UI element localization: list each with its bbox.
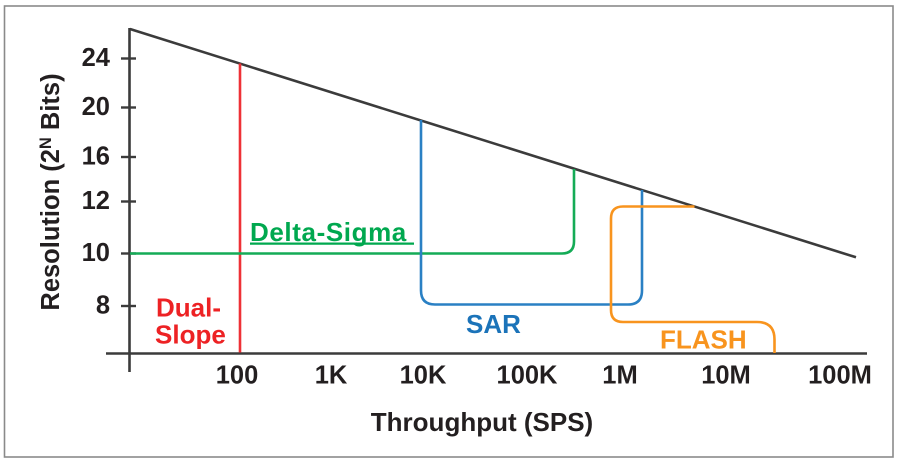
svg-text:10M: 10M <box>701 362 751 390</box>
svg-text:SAR: SAR <box>466 309 521 339</box>
svg-text:100K: 100K <box>497 362 559 390</box>
svg-text:Delta-Sigma: Delta-Sigma <box>250 217 407 247</box>
svg-text:16: 16 <box>82 143 110 171</box>
svg-text:10: 10 <box>82 239 110 267</box>
svg-text:Resolution (2N Bits): Resolution (2N Bits) <box>37 73 65 310</box>
svg-text:FLASH: FLASH <box>660 324 747 354</box>
svg-text:Slope: Slope <box>155 320 226 350</box>
svg-text:12: 12 <box>82 187 110 215</box>
svg-text:10K: 10K <box>400 362 447 390</box>
svg-text:Dual-: Dual- <box>156 293 221 323</box>
svg-text:1M: 1M <box>602 362 637 390</box>
svg-text:20: 20 <box>82 93 110 121</box>
svg-text:100M: 100M <box>808 362 872 390</box>
svg-text:100: 100 <box>216 362 259 390</box>
svg-text:Throughput (SPS): Throughput (SPS) <box>371 407 593 437</box>
svg-text:8: 8 <box>96 292 110 320</box>
svg-text:1K: 1K <box>315 362 348 390</box>
svg-text:24: 24 <box>82 44 111 72</box>
